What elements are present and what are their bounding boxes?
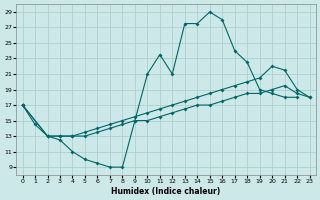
X-axis label: Humidex (Indice chaleur): Humidex (Indice chaleur) [111,187,221,196]
